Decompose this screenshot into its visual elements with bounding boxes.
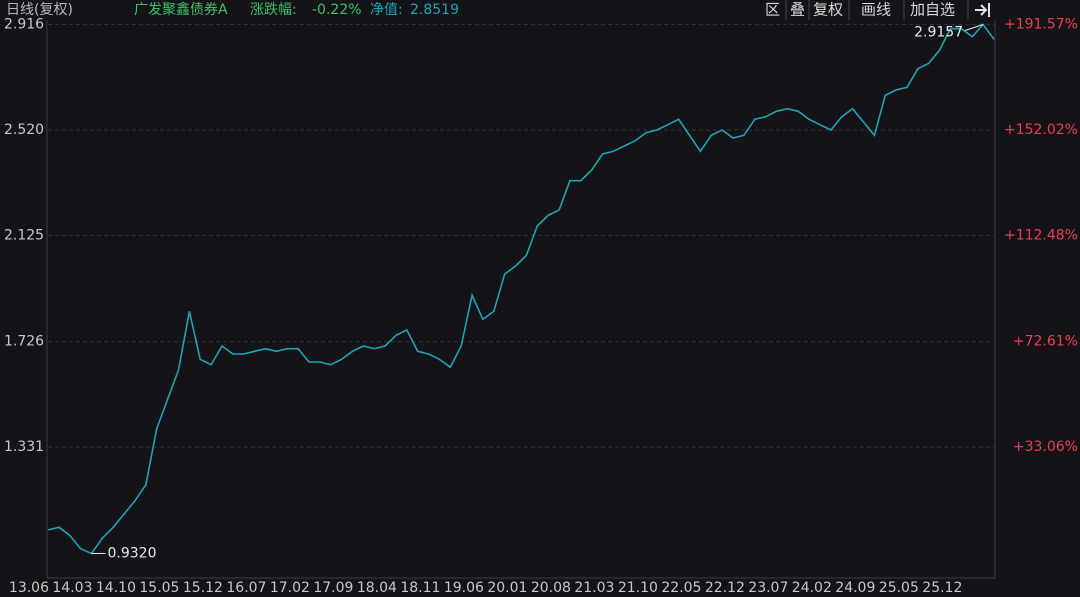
x-tick-label: 17.02 bbox=[270, 580, 310, 596]
x-tick-label: 23.07 bbox=[748, 580, 788, 596]
change-value: -0.22% bbox=[312, 2, 362, 18]
x-tick-label: 24.02 bbox=[792, 580, 832, 596]
period-label: 日线(复权) bbox=[6, 1, 73, 18]
x-tick-label: 24.09 bbox=[835, 580, 875, 596]
annotation-leader bbox=[964, 24, 984, 31]
nav-line bbox=[47, 23, 995, 555]
x-tick-label: 20.08 bbox=[531, 580, 571, 596]
nav-value: 2.8519 bbox=[410, 2, 459, 18]
x-tick-label: 22.12 bbox=[705, 580, 745, 596]
x-tick-label: 14.10 bbox=[96, 580, 136, 596]
toolbar: 区 叠 复权 画线 加自选 bbox=[765, 0, 990, 20]
toolbar-button[interactable]: 区 bbox=[765, 1, 780, 19]
y2-tick-label: +33.06% bbox=[1013, 439, 1078, 455]
toolbar-button[interactable]: 复权 bbox=[813, 1, 843, 19]
y2-tick-label: +152.02% bbox=[1004, 122, 1078, 138]
toolbar-button[interactable]: 叠 bbox=[790, 1, 805, 19]
annotation: 0.9320 bbox=[107, 545, 156, 561]
x-tick-label: 16.07 bbox=[226, 580, 266, 596]
collapse-icon[interactable] bbox=[975, 3, 990, 17]
y2-tick-label: +191.57% bbox=[1004, 16, 1078, 32]
nav-label: 净值: bbox=[370, 2, 403, 18]
x-tick-label: 21.03 bbox=[574, 580, 614, 596]
x-tick-label: 22.05 bbox=[661, 580, 701, 596]
x-tick-label: 20.01 bbox=[487, 580, 527, 596]
y2-tick-label: +112.48% bbox=[1004, 227, 1078, 243]
x-tick-label: 25.12 bbox=[922, 580, 962, 596]
y-tick-label: 1.331 bbox=[4, 439, 44, 455]
toolbar-button[interactable]: 画线 bbox=[861, 1, 891, 19]
x-tick-label: 17.09 bbox=[313, 580, 353, 596]
y2-tick-label: +72.61% bbox=[1013, 334, 1078, 350]
x-tick-label: 25.05 bbox=[879, 580, 919, 596]
toolbar-button[interactable]: 加自选 bbox=[910, 1, 955, 19]
x-tick-label: 15.12 bbox=[183, 580, 223, 596]
x-tick-label: 14.03 bbox=[52, 580, 92, 596]
y-tick-label: 1.726 bbox=[4, 334, 44, 350]
x-tick-label: 13.06 bbox=[9, 580, 49, 596]
fund-name: 广发聚鑫债券A bbox=[134, 1, 228, 18]
x-tick-label: 18.11 bbox=[400, 580, 440, 596]
x-tick-label: 15.05 bbox=[139, 580, 179, 596]
y-tick-label: 2.125 bbox=[4, 227, 44, 243]
y-tick-label: 2.520 bbox=[4, 122, 44, 138]
annotation: 2.9157 bbox=[914, 24, 963, 40]
x-tick-label: 19.06 bbox=[444, 580, 484, 596]
x-tick-label: 18.04 bbox=[357, 580, 397, 596]
y-tick-label: 2.916 bbox=[4, 16, 44, 32]
change-label: 涨跌幅: bbox=[250, 2, 297, 18]
x-tick-label: 21.10 bbox=[618, 580, 658, 596]
